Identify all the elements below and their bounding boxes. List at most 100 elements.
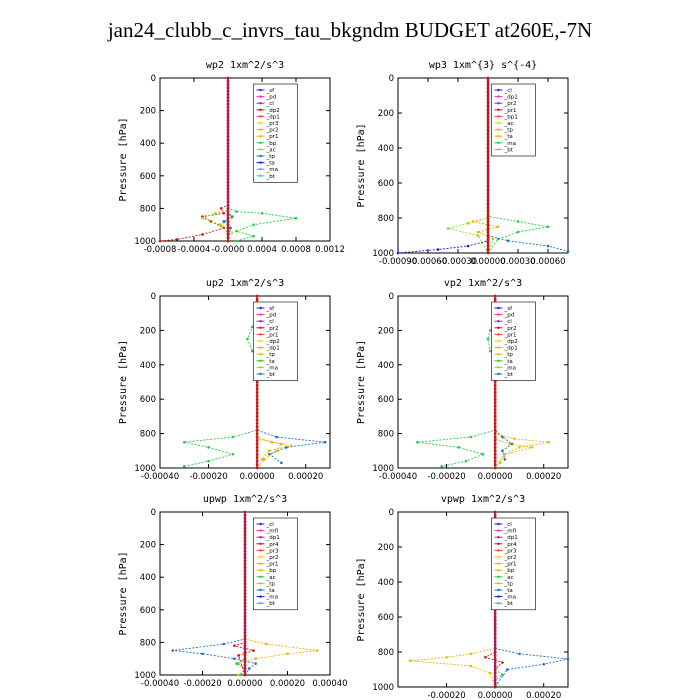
center-point [226, 207, 230, 210]
legend-marker [259, 320, 262, 323]
panel-title: wp2 1xm^2/s^3 [206, 60, 284, 71]
center-point [493, 678, 497, 682]
series-point [233, 644, 236, 647]
series-point [222, 220, 226, 223]
center-point [486, 153, 490, 157]
series-point [518, 446, 521, 449]
legend-marker [497, 522, 500, 526]
legend-marker [259, 306, 262, 310]
legend-marker [259, 602, 262, 605]
center-point [255, 421, 259, 425]
series-point [476, 230, 480, 234]
legend-entry: _tp [504, 128, 514, 134]
center-point [493, 408, 497, 411]
series-point [275, 435, 278, 439]
series-point [239, 673, 243, 677]
legend-entry: _bp [266, 568, 277, 574]
series-point [219, 207, 223, 210]
legend-marker [497, 141, 500, 144]
series-point [218, 223, 221, 226]
legend-marker [259, 108, 262, 112]
center-point [486, 150, 490, 153]
y-tick-label: 800 [378, 214, 394, 224]
center-point [255, 463, 259, 466]
center-point [493, 298, 497, 301]
center-point [486, 220, 490, 223]
x-tick-label: -0.00040 [379, 472, 417, 482]
center-point [493, 390, 497, 394]
center-point [226, 105, 230, 109]
x-tick-label: -0.0008 [144, 245, 177, 255]
center-point [226, 193, 230, 197]
center-point [486, 248, 490, 251]
center-point [243, 562, 247, 566]
center-point [226, 148, 230, 152]
center-point [486, 111, 490, 115]
legend-entry: _ma [266, 595, 278, 601]
center-point [226, 89, 230, 93]
center-point [226, 187, 230, 191]
legend-entry: _ac [504, 121, 514, 127]
series-line [417, 296, 496, 467]
x-tick-label: 0.0004 [247, 245, 277, 255]
y-tick-label: 600 [378, 395, 394, 405]
center-point [255, 425, 259, 429]
legend-marker [259, 562, 262, 565]
center-point [243, 660, 247, 664]
legend-marker [497, 595, 500, 598]
center-point [243, 605, 247, 608]
center-point [255, 445, 259, 449]
center-point [226, 112, 230, 116]
center-point [493, 449, 497, 453]
legend-marker [259, 555, 262, 559]
center-point [493, 657, 497, 661]
center-point [486, 192, 490, 195]
legend-marker [259, 88, 262, 92]
legend-entry: _sf [266, 306, 276, 312]
legend-marker [259, 582, 262, 585]
series-line [184, 296, 258, 467]
legend-marker [259, 549, 262, 552]
x-tick-label: 0.00030 [500, 257, 535, 267]
center-point [486, 122, 490, 125]
y-tick-label: 600 [378, 613, 394, 623]
series-point [252, 223, 255, 226]
series-line [447, 78, 489, 254]
center-point [493, 643, 497, 647]
series-point [464, 459, 468, 463]
center-point [255, 428, 259, 432]
y-tick-label: 0 [389, 74, 394, 84]
series-point [230, 231, 234, 235]
x-tick-label: -0.00040 [141, 679, 179, 689]
legend-entry: _mfl [266, 529, 279, 535]
center-point [486, 125, 490, 129]
series-point [546, 225, 550, 229]
legend-entry: _ma [266, 167, 278, 173]
legend-marker [259, 359, 262, 362]
x-tick-label: -0.00040 [141, 472, 179, 482]
legend-marker [497, 115, 500, 118]
y-tick-label: 800 [140, 430, 156, 440]
x-tick-label: 0.00000 [478, 691, 513, 700]
legend-entry: _pr1 [504, 108, 517, 114]
series-point [486, 337, 490, 341]
legend-entry: _pr1 [266, 332, 279, 338]
series-point [201, 233, 204, 236]
center-point [486, 157, 490, 160]
series-point [260, 211, 264, 215]
center-point [243, 654, 247, 657]
center-point [486, 199, 490, 202]
y-tick-label: 800 [378, 648, 394, 658]
plot-frame [397, 295, 569, 469]
y-tick-label: 600 [140, 606, 156, 616]
center-point [226, 135, 230, 139]
center-point [243, 575, 247, 579]
legend-marker [497, 128, 500, 131]
center-point [486, 101, 490, 104]
center-point [243, 513, 247, 517]
center-point [493, 654, 497, 657]
center-point [226, 203, 230, 207]
center-point [226, 83, 230, 86]
legend-entry: _tp [266, 581, 276, 587]
